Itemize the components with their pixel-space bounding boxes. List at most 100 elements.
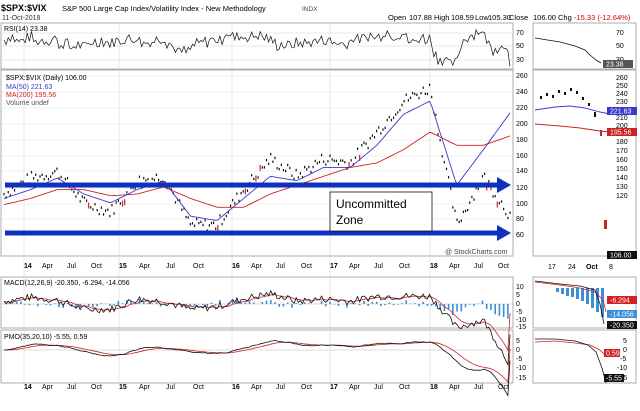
macd-hist-bar xyxy=(337,304,340,306)
side-hist-bar xyxy=(561,288,564,294)
price-bar xyxy=(373,136,376,139)
price-bar xyxy=(126,191,128,194)
x-month-label: Apr xyxy=(449,263,461,270)
macd-hist-bar xyxy=(181,304,183,307)
macd-hist-bar xyxy=(439,304,441,310)
macd-hist-bar xyxy=(460,304,463,312)
side-hist-bar xyxy=(576,288,579,299)
price-bar xyxy=(263,166,266,169)
pmo-side-badge-text: -5.55 xyxy=(606,376,622,383)
macd-hist-bar xyxy=(282,304,285,307)
price-bar xyxy=(229,204,232,208)
macd-hist-bar xyxy=(422,301,424,304)
grid-lines xyxy=(1,23,513,383)
side-bar xyxy=(588,103,590,106)
price-bar xyxy=(77,191,79,195)
price-bar xyxy=(320,153,323,157)
price-bar xyxy=(81,195,83,198)
ohlc-readout: Open 107.88 High 108.59 Low 105.30 Close… xyxy=(388,13,631,22)
price-bar xyxy=(33,177,35,180)
macd-hist-bar xyxy=(507,304,509,319)
price-bar xyxy=(3,192,5,196)
price-tick-260: 260 xyxy=(516,73,528,80)
price-bar xyxy=(174,201,177,204)
price-bar xyxy=(473,198,475,201)
macd-hist-bar xyxy=(396,304,399,305)
macd-hist-bar xyxy=(473,304,475,306)
price-bar xyxy=(496,201,498,208)
macd-hist-bar xyxy=(418,304,420,307)
price-tick-80: 80 xyxy=(516,216,524,223)
price-bar xyxy=(378,126,380,129)
price-bar xyxy=(431,95,433,99)
price-bar xyxy=(157,178,160,182)
macd-side-badge-text: -20.350 xyxy=(610,323,634,330)
price-legend-volume: Volume undef xyxy=(6,100,49,107)
price-bar xyxy=(399,108,401,112)
macd-hist-bar xyxy=(346,304,348,308)
price-bar xyxy=(325,163,327,166)
price-bar xyxy=(240,191,242,195)
price-bar xyxy=(187,216,189,219)
macd-hist-bar xyxy=(490,304,492,311)
price-bar xyxy=(448,176,450,179)
price-legend-ma50: MA(50) 221.63 xyxy=(6,84,52,91)
high-value: 108.59 xyxy=(451,13,474,22)
price-bar xyxy=(492,195,494,198)
pmo-side-tick: 0 xyxy=(623,347,627,354)
x-year-label: 15 xyxy=(119,263,127,270)
price-bar xyxy=(316,162,318,165)
price-bar xyxy=(153,178,155,182)
price-bar xyxy=(304,165,306,169)
price-bar xyxy=(416,93,418,97)
price-bar xyxy=(49,175,52,178)
price-bar xyxy=(418,96,420,100)
price-bar xyxy=(75,195,77,198)
x-month-label: Jul xyxy=(374,384,383,391)
price-bar xyxy=(464,209,467,213)
macd-hist-bar xyxy=(7,303,10,304)
price-bar xyxy=(130,186,132,190)
macd-axis-ticks: 10 5 0 -5 -10 -15 xyxy=(516,284,526,331)
macd-side-badge xyxy=(607,321,637,329)
uncommitted-zone-label: Uncommitted Zone xyxy=(329,191,433,232)
price-bar xyxy=(145,179,147,182)
price-bar xyxy=(204,219,206,222)
ma50-side-line xyxy=(534,105,611,115)
price-side-tick-230: 230 xyxy=(616,99,628,106)
macd-hist-bar xyxy=(278,304,281,307)
price-bar xyxy=(382,128,384,131)
price-bar xyxy=(155,173,158,177)
price-bar xyxy=(13,189,16,192)
price-bar xyxy=(223,218,225,221)
price-bar xyxy=(9,194,11,197)
price-bar xyxy=(143,176,145,180)
price-bar xyxy=(244,188,246,195)
price-bar xyxy=(503,207,505,211)
price-bar xyxy=(392,116,395,119)
annotation-box xyxy=(329,191,433,232)
macd-hist-bar xyxy=(142,301,145,304)
price-bar xyxy=(134,187,136,190)
x-month-label: Apr xyxy=(139,263,151,270)
price-bar xyxy=(189,223,191,226)
x-month-label: Oct xyxy=(193,263,204,270)
price-tick-100: 100 xyxy=(516,201,528,208)
pmo-side-tick: -5 xyxy=(620,356,626,363)
macd-hist-bar xyxy=(375,301,378,304)
x-month-label: Apr xyxy=(349,384,361,391)
price-bar xyxy=(147,177,149,181)
price-bar xyxy=(162,180,164,183)
price-bar xyxy=(414,92,416,96)
ma50-side-badge xyxy=(607,107,637,115)
price-bar xyxy=(45,175,47,178)
price-bar xyxy=(208,224,210,227)
price-bar xyxy=(409,96,412,100)
price-bar xyxy=(221,222,223,226)
x-month-label: Apr xyxy=(42,384,54,391)
macd-hist-bar xyxy=(20,301,22,304)
price-tick-240: 240 xyxy=(516,89,528,96)
close-label: Close xyxy=(509,13,528,22)
macd-hist-bar xyxy=(295,303,297,304)
pmo-side-tick: -10 xyxy=(617,365,627,372)
